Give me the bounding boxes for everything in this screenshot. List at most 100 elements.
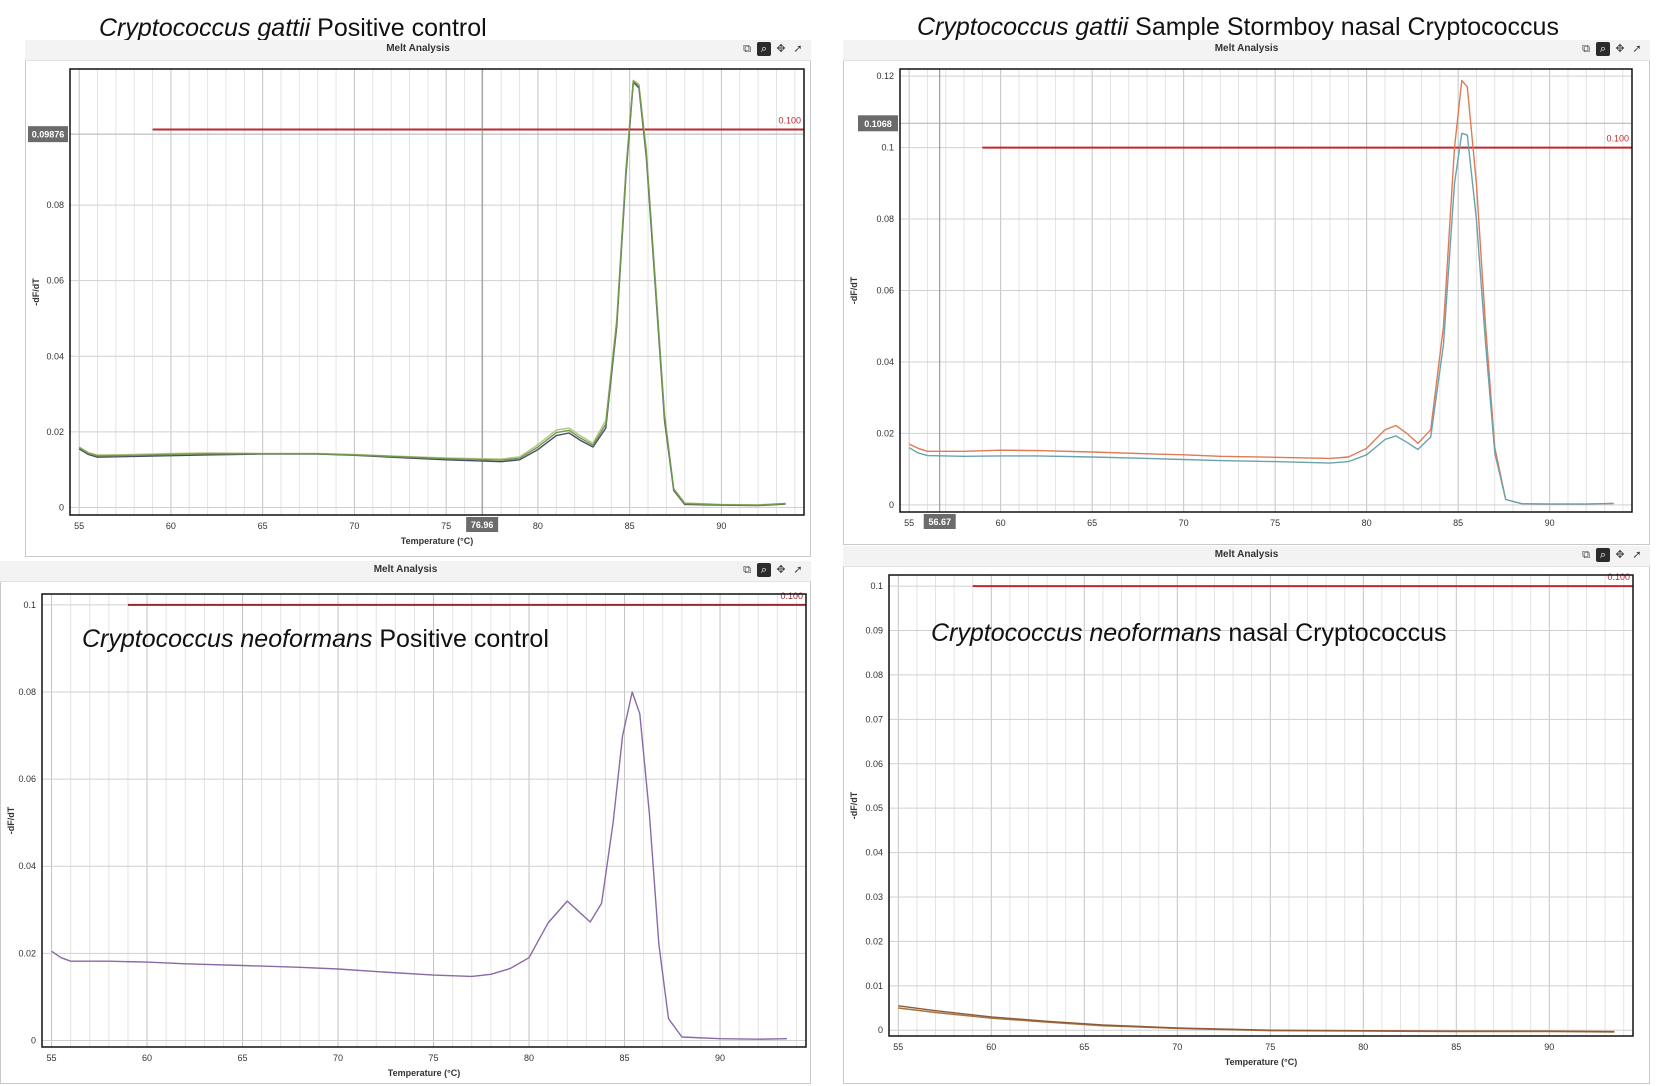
- y-tick-label: 0: [31, 1035, 36, 1045]
- melt-chart-3[interactable]: 0.100 55 60 65 70 75 80 85 90 0 0.01 0.02 0.03 0.04 0.…: [843, 566, 1650, 1084]
- zoom-icon[interactable]: ⌕: [1596, 548, 1610, 562]
- y-axis-label: -dF/dT: [6, 806, 16, 834]
- plot-area: [900, 69, 1632, 512]
- plot-area: [42, 594, 806, 1047]
- melt-chart-2[interactable]: 0.100 55 60 65 70 75 80 85 90 0 0.02 0.04 0.06 0.08 0.…: [0, 581, 811, 1084]
- zoom-icon[interactable]: ⌕: [757, 563, 771, 577]
- y-tick-label: 0.08: [46, 200, 64, 210]
- y-tick-label: 0.1: [870, 581, 883, 591]
- caption-3: Cryptococcus neoformans nasal Cryptococc…: [931, 619, 1447, 647]
- toolbar: ⧉ ⌕ ✥ ➚: [740, 563, 805, 577]
- y-tick-label: 0.09: [865, 626, 883, 636]
- series-line-1: [898, 1005, 1615, 1033]
- y-tick-label: 0.01: [865, 981, 883, 991]
- y-tick-label: 0: [878, 1025, 883, 1035]
- plot-frame: [899, 68, 1633, 513]
- panel-title: Melt Analysis: [373, 564, 438, 575]
- copy-icon[interactable]: ⧉: [743, 564, 751, 576]
- series-line-1: [908, 132, 1614, 505]
- melt-panel-2: Melt Analysis ⧉ ⌕ ✥ ➚ 0.100 55 60 65 70 75 80 8…: [0, 561, 811, 1084]
- x-tick-label: 60: [142, 1053, 152, 1063]
- x-tick-label: 85: [625, 521, 635, 531]
- y-tick-label: 0.1: [881, 143, 894, 153]
- x-tick-label: 55: [904, 518, 914, 528]
- y-tick-label: 0.12: [876, 71, 894, 81]
- series-line-0: [898, 1007, 1615, 1033]
- x-tick-label: 80: [1358, 1042, 1368, 1052]
- pan-icon[interactable]: ✥: [776, 43, 786, 55]
- y-tick-label: 0.07: [865, 714, 883, 724]
- y-tick-label: 0.06: [18, 774, 36, 784]
- cursor-y-value: 0.09876: [32, 130, 65, 140]
- y-tick-label: 0: [59, 502, 64, 512]
- zoom-icon[interactable]: ⌕: [1596, 42, 1610, 56]
- y-tick-label: 0.02: [865, 936, 883, 946]
- x-tick-label: 85: [620, 1053, 630, 1063]
- melt-panel-3: Melt Analysis ⧉ ⌕ ✥ ➚ 0.100 55 60 65 70 75 80 8…: [843, 546, 1650, 1084]
- y-tick-label: 0.06: [865, 759, 883, 769]
- y-tick-label: 0.02: [18, 948, 36, 958]
- series-line-0: [908, 79, 1614, 505]
- x-tick-label: 80: [524, 1053, 534, 1063]
- x-tick-label: 90: [715, 1053, 725, 1063]
- x-tick-label: 75: [429, 1053, 439, 1063]
- y-tick-label: 0: [889, 500, 894, 510]
- pointer-icon[interactable]: ➚: [1632, 549, 1642, 561]
- x-tick-label: 55: [47, 1053, 57, 1063]
- cursor-x-value: 76.96: [471, 520, 494, 530]
- x-tick-label: 75: [1265, 1042, 1275, 1052]
- zoom-icon[interactable]: ⌕: [757, 42, 771, 56]
- melt-panel-0: Melt Analysis ⧉ ⌕ ✥ ➚ 0.100 55 60 65 70 75 80 8…: [25, 40, 811, 557]
- caption-0: Cryptococcus gattii Positive control: [99, 14, 487, 42]
- x-tick-label: 80: [1362, 518, 1372, 528]
- panel-header: Melt Analysis ⧉ ⌕ ✥ ➚: [843, 40, 1650, 61]
- x-tick-label: 60: [986, 1042, 996, 1052]
- y-tick-label: 0.1: [23, 600, 36, 610]
- copy-icon[interactable]: ⧉: [743, 43, 751, 55]
- y-tick-label: 0.06: [46, 276, 64, 286]
- cursor-x-badge: [923, 514, 956, 529]
- cursor-x-badge: [466, 517, 499, 532]
- x-tick-label: 70: [333, 1053, 343, 1063]
- y-tick-label: 0.08: [876, 214, 894, 224]
- x-tick-label: 90: [1544, 1042, 1554, 1052]
- x-tick-label: 75: [441, 521, 451, 531]
- copy-icon[interactable]: ⧉: [1582, 43, 1590, 55]
- x-tick-label: 90: [716, 521, 726, 531]
- y-tick-label: 0.05: [865, 803, 883, 813]
- pointer-icon[interactable]: ➚: [793, 43, 803, 55]
- x-axis-label: Temperature (°C): [401, 536, 473, 546]
- x-tick-label: 80: [533, 521, 543, 531]
- y-tick-label: 0.02: [876, 428, 894, 438]
- y-tick-label: 0.04: [18, 861, 36, 871]
- toolbar: ⧉ ⌕ ✥ ➚: [1579, 42, 1644, 56]
- x-axis-label: Temperature (°C): [1225, 1057, 1297, 1067]
- x-tick-label: 85: [1453, 518, 1463, 528]
- y-tick-label: 0.04: [876, 357, 894, 367]
- melt-chart-0[interactable]: 0.100 55 60 65 70 75 80 85 90 0 0.02 0.04 0.06 0.08 Te…: [25, 60, 811, 557]
- cursor-y-value: 0.1068: [864, 119, 892, 129]
- plot-area: [889, 575, 1633, 1036]
- panel-title: Melt Analysis: [1214, 549, 1279, 560]
- pan-icon[interactable]: ✥: [1615, 549, 1625, 561]
- pan-icon[interactable]: ✥: [1615, 43, 1625, 55]
- series-line-0: [78, 79, 786, 506]
- threshold-label: 0.100: [1606, 134, 1629, 144]
- toolbar: ⧉ ⌕ ✥ ➚: [740, 42, 805, 56]
- y-tick-label: 0.02: [46, 427, 64, 437]
- x-tick-label: 70: [1172, 1042, 1182, 1052]
- pointer-icon[interactable]: ➚: [1632, 43, 1642, 55]
- copy-icon[interactable]: ⧉: [1582, 549, 1590, 561]
- x-tick-label: 55: [893, 1042, 903, 1052]
- threshold-label: 0.100: [1607, 572, 1630, 582]
- threshold-label: 0.100: [780, 591, 803, 601]
- cursor-x-value: 56.67: [928, 517, 951, 527]
- x-tick-label: 55: [74, 521, 84, 531]
- panel-header: Melt Analysis ⧉ ⌕ ✥ ➚: [25, 40, 811, 61]
- pan-icon[interactable]: ✥: [776, 564, 786, 576]
- plot-frame: [41, 593, 807, 1048]
- plot-frame: [69, 68, 805, 516]
- y-tick-label: 0.03: [865, 892, 883, 902]
- melt-chart-1[interactable]: 0.100 55 60 65 70 75 80 85 90 0 0.02 0.04 0.06 0.08 0.…: [843, 60, 1650, 545]
- pointer-icon[interactable]: ➚: [793, 564, 803, 576]
